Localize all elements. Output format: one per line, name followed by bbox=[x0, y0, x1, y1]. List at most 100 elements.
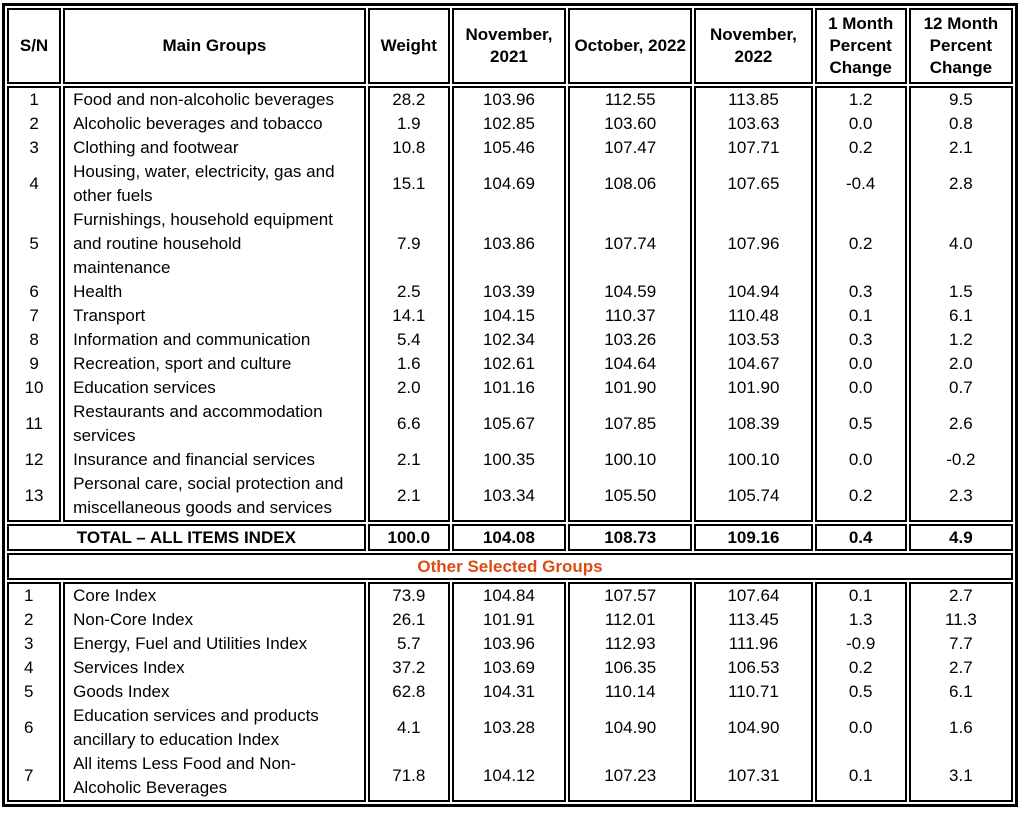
cell-line-name: Services Index bbox=[73, 658, 185, 677]
cell-line-oct2022: 107.74 bbox=[604, 234, 657, 253]
cell-line-m12: 0.8 bbox=[949, 114, 973, 133]
cell-line-name: Core Index bbox=[73, 586, 157, 605]
cell-line-sn: 8 bbox=[29, 330, 39, 349]
cell-line-m1: 0.0 bbox=[848, 450, 873, 469]
cell-line-oct2022: 101.90 bbox=[604, 378, 657, 397]
cell-line-sn: 1 bbox=[29, 90, 39, 109]
cell-line-m1: 0.0 bbox=[848, 114, 873, 133]
other-groups-weight-column: 73.9 26.1 5.7 37.2 62.8 4.1 71.8 bbox=[367, 582, 450, 802]
cell-line-weight: 62.8 bbox=[392, 682, 426, 701]
section-divider-cell: Other Selected Groups bbox=[7, 553, 1013, 580]
cell-line-m1: 0.2 bbox=[848, 138, 873, 157]
cell-line-weight: 28.2 bbox=[392, 90, 426, 109]
cell-line-nov2022: 110.48 bbox=[728, 306, 779, 325]
other-groups-nov2022-column: 107.64 113.45 111.96 106.53 110.71 104.90 107.… bbox=[694, 582, 813, 802]
other-groups-name-column: Core Index Non-Core Index Energy, Fuel and… bbox=[63, 582, 366, 802]
cell-line-nov2021: 105.67 bbox=[482, 414, 535, 433]
cell-line-oct2022: 103.26 bbox=[604, 330, 657, 349]
cell-line-name: Health bbox=[73, 282, 123, 301]
cell-line-m1: 1.2 bbox=[848, 90, 873, 109]
other-groups-1month-column: 0.1 1.3 -0.9 0.2 0.5 0.0 0.1 bbox=[814, 582, 907, 802]
cell-line-weight: 2.0 bbox=[396, 378, 421, 397]
main-groups-weight-column: 28.2 1.9 10.8 15.1 7.9 2.5 14.1 5.4 1.6 2.0 6.6 2.1… bbox=[367, 86, 450, 522]
cell-line-weight: 6.6 bbox=[396, 414, 421, 433]
cell-line-weight: 1.6 bbox=[396, 354, 421, 373]
cell-line-name: Education services and products ancillar… bbox=[73, 706, 319, 749]
cell-line-oct2022: 110.37 bbox=[604, 306, 656, 325]
cell-line-name: Non-Core Index bbox=[73, 610, 194, 629]
cell-line-oct2022: 104.90 bbox=[604, 718, 657, 737]
cell-line-oct2022: 104.59 bbox=[604, 282, 657, 301]
cell-line-oct2022: 112.55 bbox=[604, 90, 656, 109]
cell-line-weight: 4.1 bbox=[396, 718, 421, 737]
cell-line-m12: 2.7 bbox=[949, 658, 973, 677]
cell-line-m1: 0.3 bbox=[848, 282, 873, 301]
cell-line-oct2022: 107.85 bbox=[604, 414, 657, 433]
total-weight: 100.0 bbox=[367, 524, 450, 551]
cell-line-nov2022: 108.39 bbox=[727, 414, 780, 433]
cell-line-oct2022: 112.01 bbox=[604, 610, 656, 629]
cell-line-nov2022: 100.10 bbox=[727, 450, 780, 469]
cell-line-nov2021: 103.96 bbox=[482, 634, 535, 653]
cell-line-oct2022: 105.50 bbox=[604, 486, 657, 505]
cell-line-nov2022: 107.71 bbox=[727, 138, 780, 157]
cell-line-m12: 2.6 bbox=[949, 414, 973, 433]
other-selected-groups-title: Other Selected Groups bbox=[417, 556, 603, 576]
cell-line-m1: 0.5 bbox=[848, 414, 873, 433]
main-groups-1month-column: 1.2 0.0 0.2 -0.4 0.2 0.3 0.1 0.3 0.0 0.0 0.5 0.0 0.2 bbox=[814, 86, 907, 522]
cell-line-name: Energy, Fuel and Utilities Index bbox=[73, 634, 308, 653]
cell-line-m1: 0.1 bbox=[848, 586, 873, 605]
cell-line-name: Food and non-alcoholic beverages bbox=[73, 90, 334, 109]
cell-line-sn: 1 bbox=[24, 586, 34, 605]
cell-line-m1: 0.0 bbox=[848, 378, 873, 397]
cell-line-nov2022: 106.53 bbox=[727, 658, 780, 677]
cell-line-nov2022: 110.71 bbox=[728, 682, 779, 701]
cell-line-nov2021: 103.96 bbox=[482, 90, 535, 109]
cell-line-oct2022: 100.10 bbox=[604, 450, 657, 469]
cell-line-m12: 6.1 bbox=[949, 682, 973, 701]
cell-line-weight: 7.9 bbox=[396, 234, 421, 253]
cell-line-oct2022: 106.35 bbox=[604, 658, 657, 677]
cell-line-nov2022: 107.31 bbox=[727, 766, 780, 785]
cell-line-sn: 10 bbox=[24, 378, 44, 397]
cell-line-nov2022: 107.64 bbox=[727, 586, 780, 605]
header-12-month-change: 12 Month Percent Change bbox=[908, 8, 1013, 84]
cell-line-weight: 73.9 bbox=[392, 586, 426, 605]
cell-line-m1: 1.3 bbox=[848, 610, 873, 629]
cell-line-m12: 2.3 bbox=[949, 486, 973, 505]
cell-line-nov2021: 103.28 bbox=[482, 718, 535, 737]
cell-line-weight: 5.4 bbox=[396, 330, 421, 349]
cell-line-m12: 0.7 bbox=[949, 378, 973, 397]
cell-line-m12: 2.8 bbox=[949, 174, 973, 193]
total-row: TOTAL – ALL ITEMS INDEX 100.0 104.08 108… bbox=[7, 524, 1013, 551]
cell-line-m12: -0.2 bbox=[946, 450, 976, 469]
cell-line-weight: 2.1 bbox=[396, 450, 421, 469]
cell-line-m1: -0.9 bbox=[846, 634, 876, 653]
cell-line-m12: 2.0 bbox=[949, 354, 973, 373]
cell-line-m12: 1.2 bbox=[949, 330, 973, 349]
cell-line-sn: 12 bbox=[24, 450, 44, 469]
cell-line-nov2022: 107.65 bbox=[727, 174, 780, 193]
cell-line-nov2022: 105.74 bbox=[727, 486, 780, 505]
cell-line-nov2021: 103.69 bbox=[482, 658, 535, 677]
header-main-groups: Main Groups bbox=[63, 8, 366, 84]
cell-line-name: Housing, water, electricity, gas and oth… bbox=[73, 162, 335, 205]
cell-line-name: Personal care, social protection and mis… bbox=[73, 474, 344, 517]
cell-line-m1: 0.2 bbox=[848, 486, 873, 505]
cell-line-m12: 11.3 bbox=[944, 610, 977, 629]
cell-line-sn: 3 bbox=[24, 634, 34, 653]
main-groups-oct2022-column: 112.55 103.60 107.47 108.06 107.74 104.59 110.… bbox=[568, 86, 693, 522]
cell-line-name: Information and communication bbox=[73, 330, 311, 349]
cell-line-m1: 0.0 bbox=[848, 354, 873, 373]
header-1-month-change: 1 Month Percent Change bbox=[814, 8, 907, 84]
cell-line-nov2022: 104.94 bbox=[727, 282, 780, 301]
cell-line-weight: 14.1 bbox=[392, 306, 426, 325]
cell-line-nov2021: 104.69 bbox=[482, 174, 535, 193]
cell-line-name: Furnishings, household equipment and rou… bbox=[73, 210, 333, 277]
main-groups-nov2022-column: 113.85 103.63 107.71 107.65 107.96 104.94 110.… bbox=[694, 86, 813, 522]
cell-line-oct2022: 112.93 bbox=[604, 634, 656, 653]
cell-line-m1: 0.3 bbox=[848, 330, 873, 349]
cell-line-nov2022: 104.90 bbox=[727, 718, 780, 737]
cell-line-nov2021: 104.31 bbox=[482, 682, 535, 701]
cell-line-weight: 26.1 bbox=[392, 610, 426, 629]
